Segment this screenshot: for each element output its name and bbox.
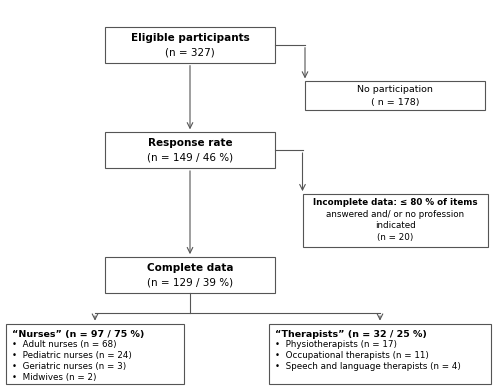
- Text: •  Pediatric nurses (n = 24): • Pediatric nurses (n = 24): [12, 351, 132, 360]
- Text: (n = 20): (n = 20): [377, 233, 413, 243]
- Text: (n = 149 / 46 %): (n = 149 / 46 %): [147, 153, 233, 163]
- Text: No participation: No participation: [357, 85, 433, 94]
- Text: •  Adult nurses (n = 68): • Adult nurses (n = 68): [12, 340, 117, 349]
- Text: indicated: indicated: [374, 221, 416, 230]
- Text: •  Midwives (n = 2): • Midwives (n = 2): [12, 373, 97, 382]
- Text: answered and/ or no profession: answered and/ or no profession: [326, 209, 464, 219]
- Text: •  Speech and language therapists (n = 4): • Speech and language therapists (n = 4): [275, 362, 460, 371]
- FancyBboxPatch shape: [302, 194, 488, 247]
- Text: Eligible participants: Eligible participants: [130, 33, 250, 43]
- Text: “Therapists” (n = 32 / 25 %): “Therapists” (n = 32 / 25 %): [275, 330, 426, 339]
- Text: Complete data: Complete data: [147, 263, 233, 273]
- Text: (n = 129 / 39 %): (n = 129 / 39 %): [147, 278, 233, 288]
- Text: (n = 327): (n = 327): [165, 48, 215, 58]
- FancyBboxPatch shape: [269, 324, 491, 384]
- Text: Incomplete data: ≤ 80 % of items: Incomplete data: ≤ 80 % of items: [312, 197, 478, 207]
- Text: •  Geriatric nurses (n = 3): • Geriatric nurses (n = 3): [12, 362, 126, 371]
- FancyBboxPatch shape: [105, 27, 275, 63]
- FancyBboxPatch shape: [105, 257, 275, 293]
- Text: •  Occupational therapists (n = 11): • Occupational therapists (n = 11): [275, 351, 428, 360]
- Text: “Nurses” (n = 97 / 75 %): “Nurses” (n = 97 / 75 %): [12, 330, 144, 339]
- FancyBboxPatch shape: [305, 82, 485, 110]
- FancyBboxPatch shape: [6, 324, 184, 384]
- FancyBboxPatch shape: [105, 132, 275, 168]
- Text: •  Physiotherapists (n = 17): • Physiotherapists (n = 17): [275, 340, 397, 349]
- Text: ( n = 178): ( n = 178): [371, 98, 419, 107]
- Text: Response rate: Response rate: [148, 138, 232, 148]
